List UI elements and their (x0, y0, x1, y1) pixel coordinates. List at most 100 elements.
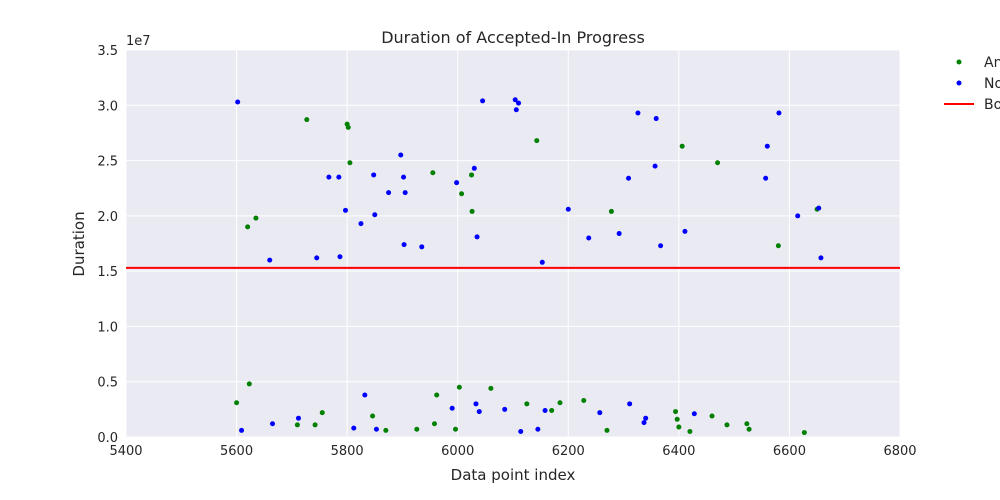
data-point-an (431, 421, 437, 427)
data-point-an (312, 422, 318, 428)
data-point-no (539, 259, 545, 265)
x-tick-label: 5400 (109, 444, 142, 459)
y-tick-label: 2.0 (97, 210, 118, 225)
data-point-an (676, 424, 682, 430)
data-point-no (401, 242, 407, 248)
legend-label: Bo (984, 97, 1000, 113)
y-axis-label: Duration (70, 211, 88, 276)
data-point-no (471, 165, 477, 171)
data-point-an (414, 426, 420, 432)
data-point-no (476, 409, 482, 415)
data-point-an (608, 208, 614, 214)
data-point-an (245, 224, 251, 230)
data-point-no (518, 428, 524, 434)
data-point-an (709, 413, 715, 419)
data-point-no (635, 110, 641, 116)
data-point-an (246, 381, 252, 387)
data-point-an (687, 428, 693, 434)
data-point-no (449, 405, 455, 411)
data-point-no (342, 207, 348, 213)
data-point-an (557, 400, 563, 406)
data-point-an (294, 422, 300, 428)
data-point-an (746, 426, 752, 432)
data-point-no (643, 415, 649, 421)
data-point-an (304, 117, 310, 123)
data-point-an (673, 409, 679, 415)
data-point-no (658, 243, 664, 249)
chart-title: Duration of Accepted-In Progress (381, 28, 645, 47)
data-point-no (372, 212, 378, 218)
data-point-no (239, 427, 245, 433)
data-point-an (604, 427, 610, 433)
data-point-no (419, 244, 425, 250)
data-point-no (337, 254, 343, 260)
x-tick-label: 5800 (331, 444, 364, 459)
y-tick-label: 0.0 (97, 431, 118, 446)
data-point-an (674, 416, 680, 422)
x-tick-label: 5600 (220, 444, 253, 459)
data-point-no (336, 174, 342, 180)
data-point-no (295, 415, 301, 421)
y-tick-label: 2.5 (97, 155, 118, 170)
data-point-no (314, 255, 320, 261)
data-point-no (267, 257, 273, 263)
y-tick-label: 0.5 (97, 376, 118, 391)
data-point-an (679, 143, 685, 149)
data-point-no (597, 410, 603, 416)
x-axis-label: Data point index (451, 466, 576, 484)
y-tick-label: 1.0 (97, 320, 118, 335)
x-tick-label: 6200 (552, 444, 585, 459)
data-point-no (516, 100, 522, 106)
data-point-no (816, 205, 822, 211)
data-point-no (373, 426, 379, 432)
data-point-no (513, 107, 519, 113)
data-point-no (818, 255, 824, 261)
data-point-an (383, 427, 389, 433)
data-point-no (641, 420, 647, 426)
data-points (234, 97, 824, 436)
y-tick-label: 3.5 (97, 44, 118, 59)
data-point-no (474, 234, 480, 240)
legend-label: No (984, 76, 1000, 92)
data-point-no (480, 98, 486, 104)
grid-lines (125, 49, 901, 438)
data-point-no (691, 411, 697, 417)
x-tick-label: 6600 (773, 444, 806, 459)
data-point-an (534, 138, 540, 144)
data-point-no (454, 180, 460, 186)
data-point-an (524, 401, 530, 407)
data-point-no (626, 175, 632, 181)
data-point-no (473, 401, 479, 407)
data-point-no (401, 174, 407, 180)
data-point-an (430, 170, 436, 176)
data-point-no (502, 406, 508, 412)
data-point-an (469, 172, 475, 178)
data-point-an (453, 426, 459, 432)
data-point-an (234, 400, 240, 406)
data-point-no (371, 172, 377, 178)
legend-dot-marker (956, 80, 962, 86)
data-point-an (347, 160, 353, 166)
data-point-no (362, 392, 368, 398)
data-point-no (652, 163, 658, 169)
data-point-no (616, 231, 622, 237)
data-point-no (358, 221, 364, 227)
data-point-no (586, 235, 592, 241)
data-point-no (764, 143, 770, 149)
data-point-no (653, 116, 659, 122)
x-tick-label: 6800 (883, 444, 916, 459)
data-point-an (724, 422, 730, 428)
y-tick-labels: 0.0 0.5 1.0 1.5 2.0 2.5 3.0 3.5 (97, 44, 118, 446)
y-tick-label: 1.5 (97, 265, 118, 280)
data-point-an (459, 191, 465, 197)
data-point-an (549, 407, 555, 413)
x-tick-labels: 5400 5600 5800 6000 6200 6400 6600 6800 (109, 444, 916, 459)
data-point-an (370, 413, 376, 419)
data-point-no (351, 425, 357, 431)
data-point-an (488, 385, 494, 391)
data-point-an (345, 124, 351, 130)
data-point-no (386, 190, 392, 196)
data-point-no (512, 97, 518, 103)
data-point-an (253, 215, 259, 221)
